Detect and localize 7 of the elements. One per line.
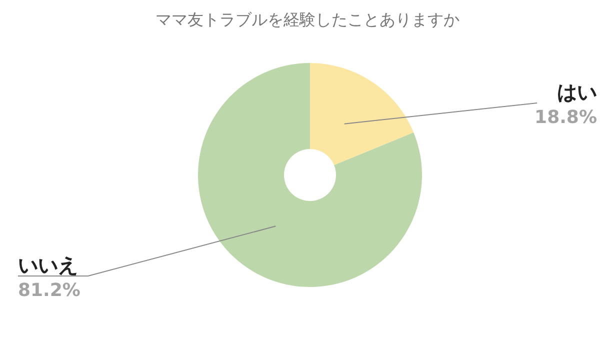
chart-title: ママ友トラブルを経験したことありますか — [156, 10, 460, 29]
donut-slice — [310, 63, 414, 166]
slice-label: いいえ — [18, 253, 78, 277]
data-label: 81.2% — [18, 280, 80, 301]
data-label: 18.8% — [534, 107, 597, 128]
donut-slice — [198, 63, 422, 287]
slice-label: はい — [557, 80, 597, 104]
